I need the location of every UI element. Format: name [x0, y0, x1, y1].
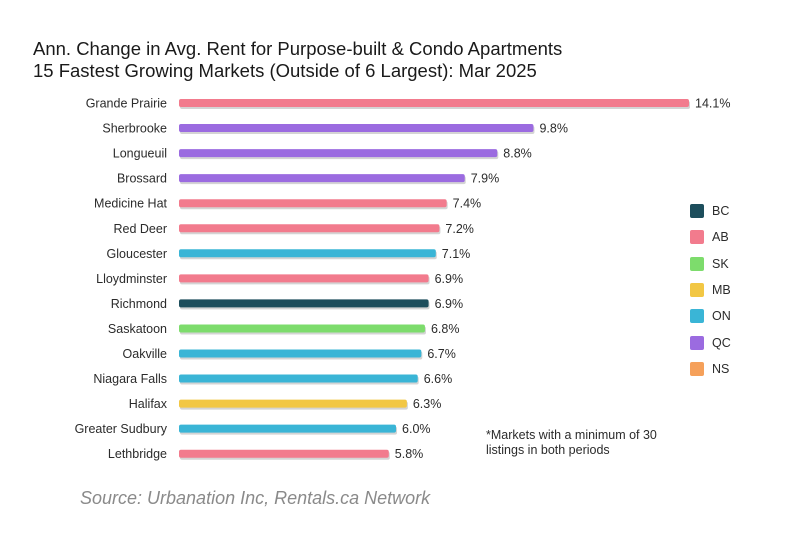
bar: [179, 199, 447, 208]
legend-item: NS: [690, 356, 731, 382]
category-label: Niagara Falls: [93, 372, 167, 386]
category-label: Sherbrooke: [102, 122, 167, 136]
legend-label: AB: [712, 230, 729, 245]
data-label: 6.3%: [413, 397, 442, 411]
data-label: 8.8%: [503, 147, 531, 161]
legend-item: SK: [690, 251, 731, 277]
chart-title: Ann. Change in Avg. Rent for Purpose-bui…: [33, 38, 562, 82]
data-label: 6.9%: [435, 272, 464, 286]
data-label: 6.0%: [402, 422, 431, 436]
category-label: Richmond: [111, 297, 167, 311]
category-label: Medicine Hat: [94, 197, 167, 211]
category-label: Red Deer: [114, 222, 168, 236]
data-label: 7.1%: [442, 247, 471, 261]
bar: [179, 274, 429, 283]
source-note: Source: Urbanation Inc, Rentals.ca Netwo…: [80, 488, 431, 508]
data-label: 6.6%: [424, 372, 453, 386]
category-label: Oakville: [123, 347, 168, 361]
bar: [179, 149, 498, 158]
legend-item: MB: [690, 277, 731, 303]
data-label: 7.9%: [471, 172, 500, 186]
legend-item: AB: [690, 224, 731, 250]
bar: [179, 399, 407, 408]
category-label: Halifax: [129, 397, 168, 411]
legend-swatch: [690, 335, 704, 350]
category-label: Lloydminster: [96, 272, 167, 286]
bar: [179, 349, 422, 358]
legend-label: ON: [712, 309, 731, 324]
data-label: 9.8%: [539, 122, 568, 136]
legend-swatch: [690, 309, 704, 324]
legend: BC AB SK MB ON QC NS: [690, 198, 731, 382]
bar: [179, 424, 397, 433]
bar: [179, 374, 418, 383]
data-label: 5.8%: [395, 447, 424, 461]
bar: [179, 324, 425, 333]
category-label: Grande Prairie: [86, 97, 167, 111]
category-label: Brossard: [117, 172, 167, 186]
footnote: *Markets with a minimum of 30 listings i…: [486, 428, 657, 457]
chart-title-line-2: 15 Fastest Growing Markets (Outside of 6…: [33, 60, 537, 81]
category-label: Longueuil: [113, 147, 167, 161]
legend-item: BC: [690, 198, 731, 224]
category-label: Lethbridge: [108, 447, 167, 461]
bar: [179, 224, 440, 233]
chart-title-line-1: Ann. Change in Avg. Rent for Purpose-bui…: [33, 38, 563, 59]
data-label: 6.9%: [435, 297, 464, 311]
data-label: 7.2%: [445, 222, 474, 236]
bar: [179, 449, 389, 458]
bar: [179, 124, 534, 133]
legend-label: QC: [712, 335, 731, 350]
legend-label: SK: [712, 256, 729, 271]
legend-label: MB: [712, 283, 731, 298]
data-label: 14.1%: [695, 97, 730, 111]
legend-item: QC: [690, 329, 731, 355]
bar: [179, 249, 436, 258]
bar: [179, 99, 689, 107]
bar: [179, 299, 429, 308]
legend-label: NS: [712, 361, 730, 376]
legend-swatch: [690, 204, 704, 219]
legend-swatch: [690, 256, 704, 271]
bar: [179, 174, 465, 183]
legend-label: BC: [712, 204, 730, 219]
legend-swatch: [690, 230, 704, 245]
category-label: Gloucester: [107, 247, 167, 261]
legend-swatch: [690, 283, 704, 298]
data-label: 7.4%: [453, 197, 482, 211]
category-label: Greater Sudbury: [75, 422, 168, 436]
legend-swatch: [690, 361, 704, 376]
category-label: Saskatoon: [108, 322, 167, 336]
data-label: 6.8%: [431, 322, 460, 336]
data-label: 6.7%: [427, 347, 456, 361]
legend-item: ON: [690, 303, 731, 329]
